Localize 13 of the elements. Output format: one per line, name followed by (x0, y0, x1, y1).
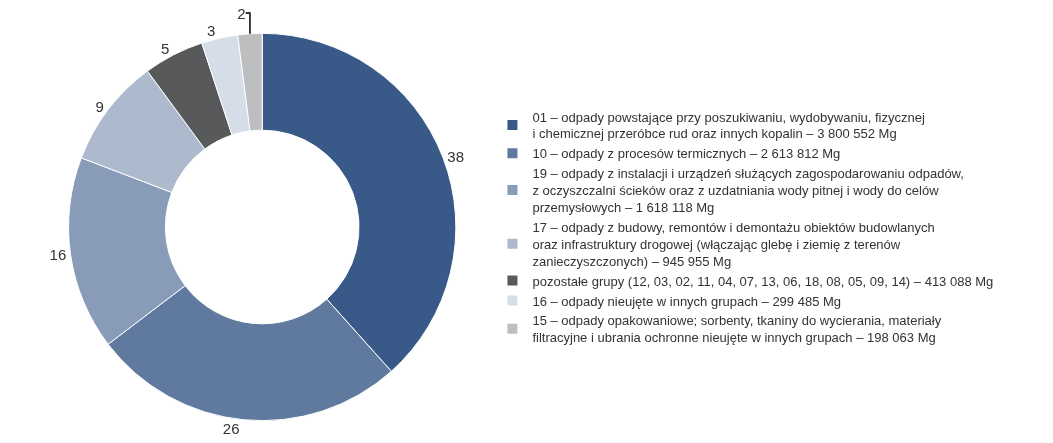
data-label: 2 (237, 4, 246, 22)
data-label: 3 (206, 21, 216, 39)
legend-label: 15 – odpady opakowaniowe; sorbenty, tkaniny do wycierania, materiały filtracyjne i ubrania ochronne nieujęte w innych grupach – 198 063 Mg (532, 313, 942, 346)
data-label: 9 (95, 98, 104, 116)
legend-label: pozostałe grupy (12, 03, 02, 11, 04, 07, 13, 06, 18, 08, 05, 09, 14) – 413 088 Mg (532, 273, 994, 289)
data-label: 26 (222, 419, 240, 437)
legend-label: 10 – odpady z procesów termicznych – 2 613 812 Mg (532, 146, 841, 162)
legend-label: 01 – odpady powstające przy poszukiwaniu, wydobywaniu, fizycznej i chemicznej przeróbce rud oraz innych kopalin – 3 800 552 Mg (532, 109, 925, 142)
data-label: 16 (49, 246, 67, 264)
data-label: 5 (160, 39, 170, 57)
data-label: 38 (447, 148, 465, 166)
legend-label: 19 – odpady z instalacji i urządzeń służących zagospodarowaniu odpadów, z oczyszczalni ścieków oraz z uzdatniania wody pitnej i wody do celów przemysłowych – 1 618 118 Mg (532, 166, 964, 216)
legend-label: 16 – odpady nieujęte w innych grupach – 299 485 Mg (532, 293, 842, 309)
